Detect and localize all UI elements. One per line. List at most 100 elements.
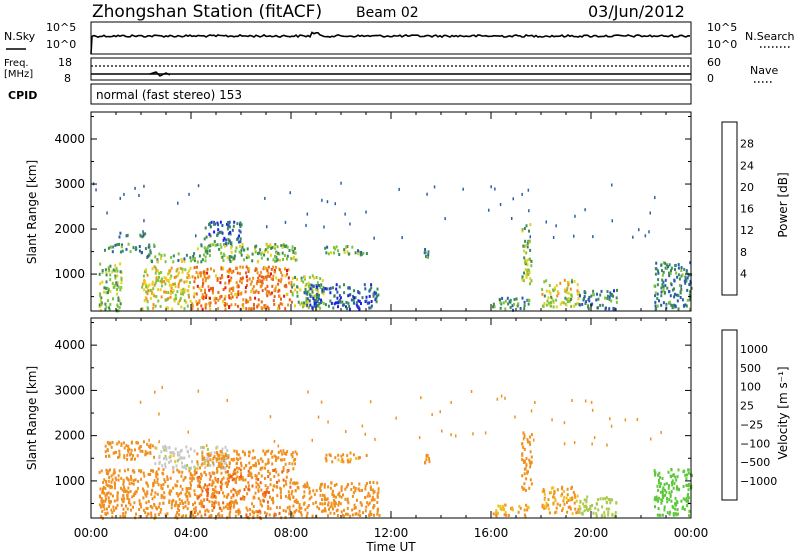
heatmap-cell [573,493,576,497]
heatmap-cell [193,489,196,493]
heatmap-cell [662,486,665,490]
heatmap-cell [591,408,594,412]
heatmap-cell [214,476,217,480]
heatmap-cell [209,223,212,227]
power-ylabel: Slant Range [km] [25,160,39,264]
heatmap-cell [284,494,287,498]
heatmap-cell [170,459,172,463]
heatmap-cell [376,495,379,499]
heatmap-cell [683,304,685,308]
heatmap-cell [552,305,555,309]
heatmap-cell [212,457,215,460]
heatmap-cell [277,307,279,311]
heatmap-cell [577,291,580,295]
heatmap-cell [228,514,231,518]
heatmap-cell [231,478,234,482]
heatmap-cell [338,294,341,298]
heatmap-cell [615,300,618,304]
heatmap-cell [560,494,563,498]
heatmap-cell [165,449,168,452]
heatmap-cell [308,299,311,303]
heatmap-cell [208,254,211,257]
heatmap-cell [677,273,680,277]
heatmap-cell [272,299,275,303]
heatmap-cell [216,469,219,473]
heatmap-cell [343,291,346,295]
heatmap-cell [260,306,263,310]
velocity-colorbar-label: Velocity [m s⁻¹] [776,366,790,459]
heatmap-cell [294,276,296,279]
heatmap-cell [120,286,123,289]
heatmap-cell [588,295,591,299]
heatmap-cell [204,259,207,263]
heatmap-cell [673,287,675,291]
heatmap-cell [576,510,579,514]
heatmap-cell [254,296,257,300]
heatmap-cell [214,496,217,500]
heatmap-cell [305,223,307,227]
heatmap-cell [344,487,347,491]
heatmap-cell [232,487,235,491]
heatmap-cell [241,265,244,269]
heatmap-cell [151,267,154,271]
heatmap-cell [118,242,121,246]
heatmap-cell [550,486,553,490]
heatmap-cell [193,252,196,256]
heatmap-cell [680,284,683,288]
heatmap-cell [504,299,507,303]
heatmap-cell [253,511,256,515]
heatmap-cell [115,281,118,285]
heatmap-cell [522,431,525,435]
nsky-panel [90,21,692,55]
heatmap-cell [178,513,180,517]
heatmap-cell [135,247,138,251]
heatmap-cell [183,307,186,311]
heatmap-cell [261,251,264,255]
heatmap-cell [241,276,244,280]
heatmap-cell [326,497,329,501]
heatmap-cell [207,276,209,280]
heatmap-cell [288,512,291,516]
heatmap-cell [222,465,225,469]
heatmap-cell [160,256,162,260]
heatmap-cell [365,210,367,214]
heatmap-cell [526,241,529,245]
heatmap-cell [216,277,219,281]
heatmap-cell [525,477,528,481]
heatmap-cell [176,267,179,271]
heatmap-cell [373,498,376,502]
heatmap-cell [135,512,137,516]
heatmap-cell [152,484,155,488]
heatmap-cell [188,469,191,473]
heatmap-cell [258,251,261,255]
heatmap-cell [376,509,379,513]
heatmap-cell [202,270,205,274]
heatmap-cell [348,286,351,290]
heatmap-cell [99,292,102,296]
heatmap-cell [374,437,376,441]
heatmap-cell [226,227,229,231]
heatmap-cell [287,276,290,280]
heatmap-cell [226,269,229,273]
heatmap-cell [239,456,242,460]
heatmap-cell [229,506,232,510]
heatmap-cell [164,260,167,264]
heatmap-cell [684,473,687,477]
heatmap-cell [265,488,268,491]
heatmap-cell [128,482,131,486]
heatmap-cell [228,296,231,300]
heatmap-cell [281,273,284,277]
heatmap-cell [550,301,552,304]
heatmap-cell [333,498,335,502]
heatmap-cell [335,301,338,305]
heatmap-cell [153,265,156,269]
heatmap-cell [517,510,520,514]
heatmap-cell [530,409,533,413]
heatmap-cell [208,249,211,253]
heatmap-cell [681,298,684,302]
heatmap-cell [117,298,120,302]
heatmap-cell [164,462,167,466]
heatmap-cell [247,469,250,473]
heatmap-cell [656,304,659,308]
heatmap-cell [318,297,320,301]
